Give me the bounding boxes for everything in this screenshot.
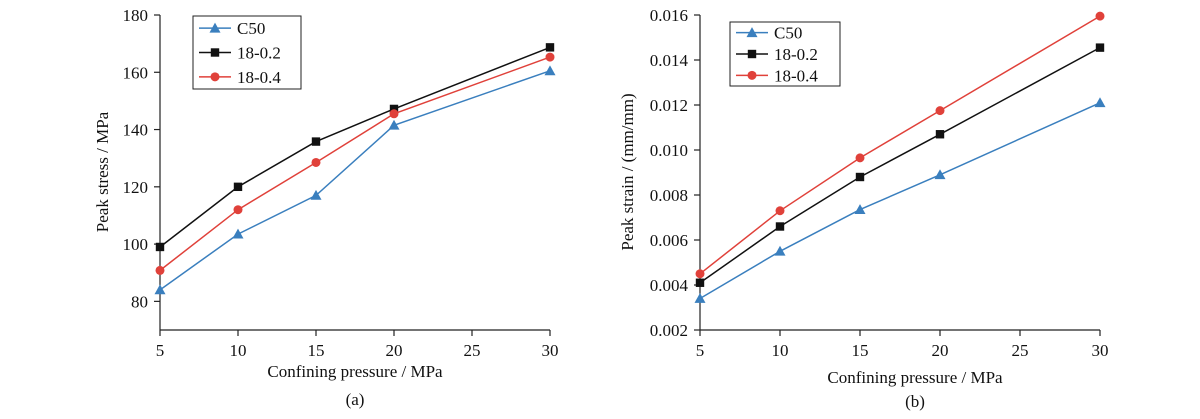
data-point-18-0-4 [545, 52, 555, 62]
y-tick-label: 140 [123, 121, 149, 140]
legend-marker [209, 22, 221, 33]
x-tick-label: 20 [932, 341, 949, 360]
data-point-18-0-4 [775, 206, 785, 216]
x-tick-label: 15 [852, 341, 869, 360]
y-tick-label: 180 [123, 6, 149, 25]
data-point-18-0-4 [855, 153, 865, 163]
y-tick-label: 0.006 [650, 231, 688, 250]
x-tick-label: 25 [464, 341, 481, 360]
y-tick-label: 0.008 [650, 186, 688, 205]
x-tick-label: 5 [156, 341, 165, 360]
legend-label: 18-0.2 [237, 44, 281, 63]
data-point-18-0-4 [155, 265, 165, 275]
panel-b: 5 10 15 20 25 30 0.002 0.004 0.006 0.008 0.010 0.01… [618, 6, 1109, 411]
data-point-c50 [154, 284, 166, 295]
data-point-18-0-2 [155, 242, 165, 252]
legend-label: C50 [237, 19, 265, 38]
legend-marker [210, 72, 220, 82]
y-tick-label: 120 [123, 178, 149, 197]
data-point-18-0-4 [935, 106, 945, 116]
x-axis-title: Confining pressure / MPa [267, 362, 443, 381]
data-point-18-0-2 [545, 43, 555, 52]
series-line-c50 [699, 102, 1101, 300]
x-tick-label: 30 [542, 341, 559, 360]
y-tick-label: 0.014 [650, 51, 689, 70]
series-line-c50 [159, 70, 551, 291]
x-tick-label: 25 [1012, 341, 1029, 360]
y-tick-label: 0.010 [650, 141, 688, 160]
legend-marker [746, 27, 758, 38]
y-tick-label: 0.002 [650, 321, 688, 340]
data-point-18-0-2 [695, 278, 705, 287]
y-tick-label: 0.004 [650, 276, 689, 295]
data-point-c50 [388, 119, 400, 130]
data-point-18-0-2 [855, 172, 865, 182]
y-axis-title: Peak stress / MPa [93, 111, 112, 232]
data-point-18-0-2 [389, 104, 399, 114]
x-tick-label: 10 [230, 341, 247, 360]
data-point-18-0-2 [233, 182, 243, 192]
legend-marker [747, 49, 757, 59]
data-point-18-0-4 [695, 269, 705, 279]
data-point-c50 [694, 293, 706, 303]
x-tick-label: 20 [386, 341, 403, 360]
y-tick-label: 0.016 [650, 6, 688, 25]
y-tick-label: 100 [123, 235, 149, 254]
x-axis-title: Confining pressure / MPa [827, 368, 1003, 387]
panel-caption: (b) [905, 392, 925, 411]
legend-label: C50 [774, 24, 802, 43]
x-tick-label: 10 [772, 341, 789, 360]
y-tick-label: 160 [123, 63, 149, 82]
data-point-c50 [544, 65, 556, 76]
data-point-18-0-4 [233, 205, 243, 215]
data-point-c50 [232, 228, 244, 239]
legend-label: 18-0.2 [774, 45, 818, 64]
y-tick-label: 0.012 [650, 96, 688, 115]
legend-label: 18-0.4 [237, 68, 281, 87]
legend-label: 18-0.4 [774, 66, 818, 85]
data-point-18-0-4 [1095, 11, 1105, 21]
data-point-c50 [934, 169, 946, 180]
y-tick-label: 80 [131, 292, 148, 311]
data-point-c50 [1094, 97, 1106, 108]
data-point-18-0-4 [311, 157, 321, 167]
data-point-18-0-2 [1095, 43, 1105, 52]
x-tick-label: 15 [308, 341, 325, 360]
data-point-18-0-2 [311, 137, 321, 146]
data-point-18-0-2 [935, 130, 945, 139]
data-point-c50 [774, 245, 786, 256]
y-axis-title: Peak strain / (mm/mm) [618, 93, 637, 250]
x-tick-label: 5 [696, 341, 705, 360]
legend-marker [747, 70, 757, 80]
x-tick-label: 30 [1092, 341, 1109, 360]
data-point-18-0-2 [775, 222, 785, 231]
panel-caption: (a) [346, 390, 365, 409]
legend-marker [210, 48, 220, 57]
panel-a: 5 10 15 20 25 30 80 100 120 140 160 180 Confining pr… [93, 6, 559, 409]
data-point-c50 [310, 189, 322, 200]
data-point-18-0-4 [389, 109, 399, 119]
data-point-c50 [854, 204, 866, 215]
